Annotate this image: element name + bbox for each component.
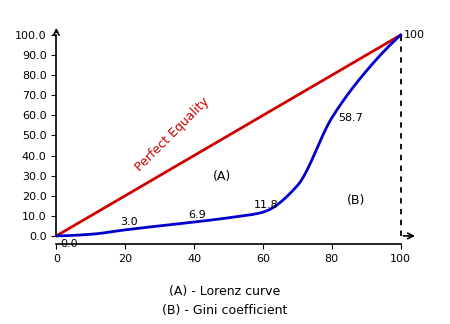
Text: 100: 100 (404, 30, 425, 40)
Text: (B) - Gini coefficient: (B) - Gini coefficient (162, 304, 288, 317)
Text: 58.7: 58.7 (338, 113, 364, 123)
Text: 0.0: 0.0 (60, 239, 77, 249)
Text: (A) - Lorenz curve: (A) - Lorenz curve (169, 285, 281, 298)
Text: 11.8: 11.8 (254, 200, 279, 210)
Text: 6.9: 6.9 (189, 210, 207, 220)
Text: (B): (B) (346, 194, 365, 207)
Text: Perfect Equality: Perfect Equality (133, 95, 212, 174)
Text: 3.0: 3.0 (120, 217, 137, 227)
Text: (A): (A) (212, 170, 231, 183)
